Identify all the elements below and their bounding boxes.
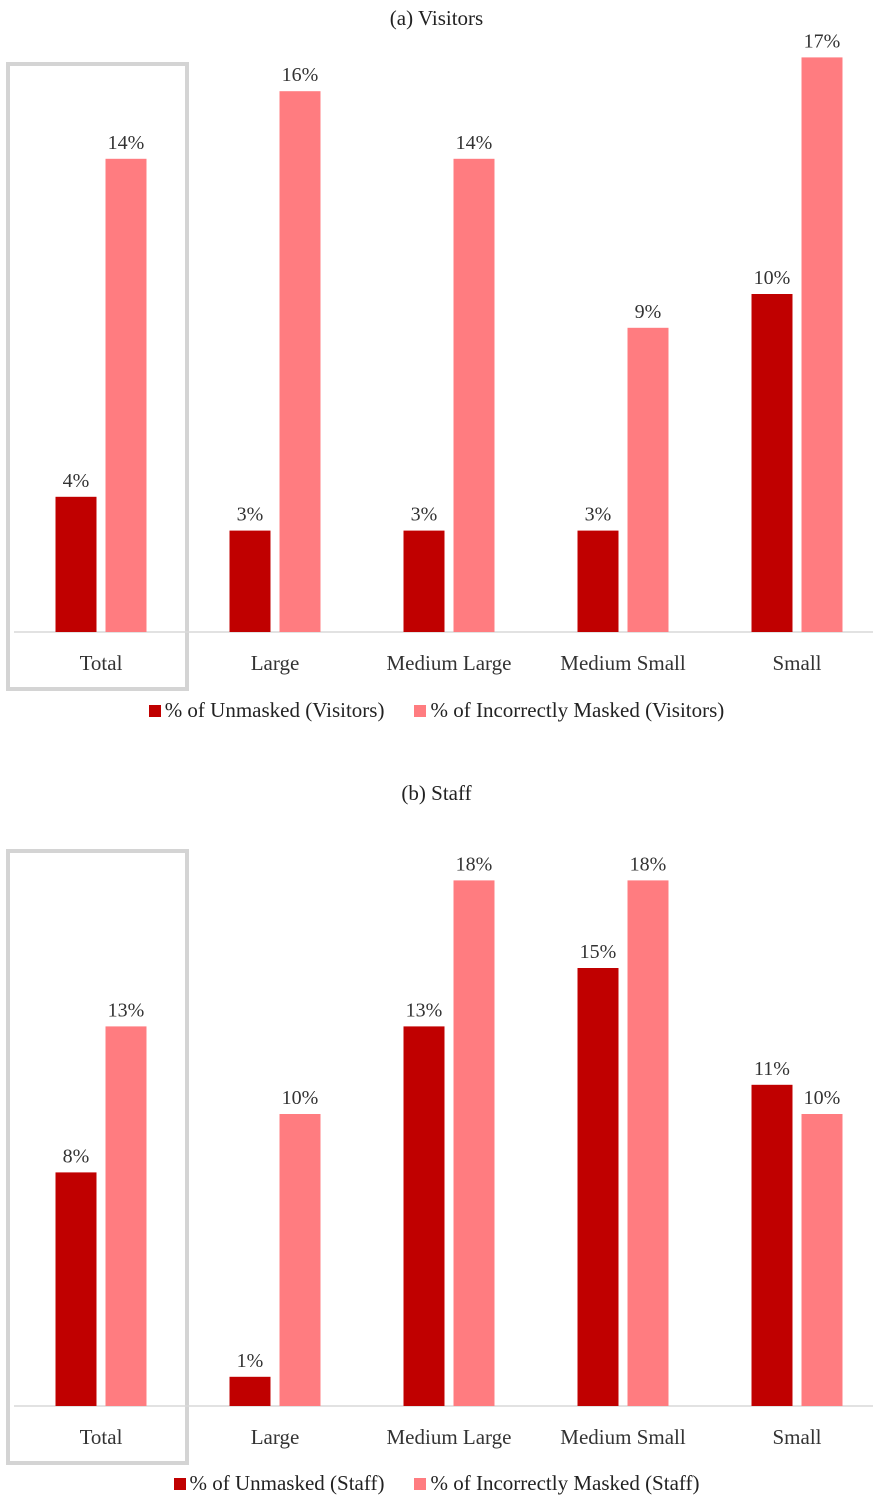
category-label-small: Small	[772, 1425, 821, 1449]
category-label-large: Large	[251, 1425, 300, 1449]
data-label-of-incorrectly-masked-visitors-total: 14%	[108, 132, 145, 154]
bar-of-unmasked-staff-medium-large	[403, 1026, 445, 1406]
data-label-of-incorrectly-masked-visitors-medium-small: 9%	[635, 301, 662, 323]
data-label-of-unmasked-visitors-large: 3%	[237, 504, 264, 526]
visitors-legend: % of Unmasked (Visitors) % of Incorrectl…	[0, 698, 873, 723]
staff-chart-title: (b) Staff	[401, 781, 472, 805]
data-label-of-incorrectly-masked-visitors-medium-large: 14%	[456, 132, 493, 154]
data-label-of-incorrectly-masked-staff-large: 10%	[282, 1087, 319, 1109]
bar-of-unmasked-staff-small	[751, 1084, 793, 1406]
staff-panel: (b) Staff 8% 13% Total 1% 10% Large 13% 18% Medi…	[0, 775, 873, 1500]
data-label-of-incorrectly-masked-staff-medium-small: 18%	[630, 853, 667, 875]
category-label-medium-small: Medium Small	[560, 651, 686, 675]
category-label-total: Total	[80, 1425, 123, 1449]
bar-of-incorrectly-masked-staff-medium-small	[627, 880, 669, 1406]
bar-of-unmasked-visitors-medium-large	[403, 530, 445, 632]
data-label-of-incorrectly-masked-staff-small: 10%	[804, 1087, 841, 1109]
bar-of-unmasked-staff-large	[229, 1376, 271, 1406]
legend-label-unmasked: % of Unmasked (Staff)	[189, 1471, 385, 1495]
visitors-bar-chart: 4% 14% Total 3% 16% Large 3% 14% Medium Large 3% 9…	[6, 30, 873, 691]
legend-item-unmasked-staff: % of Unmasked (Staff)	[173, 1471, 385, 1496]
legend-item-unmasked-visitors: % of Unmasked (Visitors)	[148, 698, 385, 723]
data-label-of-incorrectly-masked-visitors-small: 17%	[804, 30, 841, 52]
bar-of-unmasked-visitors-small	[751, 294, 793, 632]
legend-swatch-incorrect	[414, 704, 427, 717]
category-label-medium-large: Medium Large	[387, 1425, 512, 1449]
bar-of-incorrectly-masked-visitors-medium-small	[627, 327, 669, 632]
bar-of-incorrectly-masked-visitors-total	[105, 158, 147, 633]
data-label-of-unmasked-visitors-medium-large: 3%	[411, 504, 438, 526]
legend-swatch-unmasked	[148, 704, 161, 717]
legend-label-incorrect: % of Incorrectly Masked (Visitors)	[430, 698, 725, 722]
data-label-of-unmasked-staff-large: 1%	[237, 1350, 264, 1372]
bar-of-incorrectly-masked-visitors-medium-large	[453, 158, 495, 633]
legend-item-incorrect-visitors: % of Incorrectly Masked (Visitors)	[414, 698, 724, 723]
bar-of-unmasked-visitors-large	[229, 530, 271, 632]
legend-label-unmasked: % of Unmasked (Visitors)	[164, 698, 385, 722]
data-label-of-unmasked-visitors-total: 4%	[63, 470, 90, 492]
data-label-of-unmasked-staff-small: 11%	[754, 1058, 790, 1080]
highlight-frame-total	[6, 849, 189, 1465]
bar-of-incorrectly-masked-staff-total	[105, 1026, 147, 1406]
bar-of-incorrectly-masked-visitors-small	[801, 57, 843, 632]
legend-item-incorrect-staff: % of Incorrectly Masked (Staff)	[414, 1471, 700, 1496]
legend-swatch-incorrect	[414, 1477, 427, 1490]
visitors-panel: (a) Visitors 4% 14% Total 3% 16% Large 3% 14% Me…	[0, 6, 873, 723]
legend-label-incorrect: % of Incorrectly Masked (Staff)	[430, 1471, 700, 1495]
data-label-of-unmasked-visitors-small: 10%	[754, 267, 791, 289]
visitors-chart-title: (a) Visitors	[389, 6, 484, 30]
staff-legend: % of Unmasked (Staff) % of Incorrectly M…	[0, 1471, 873, 1496]
bar-of-incorrectly-masked-staff-medium-large	[453, 880, 495, 1406]
category-label-medium-small: Medium Small	[560, 1425, 686, 1449]
bar-of-unmasked-staff-total	[55, 1172, 97, 1406]
category-label-small: Small	[772, 651, 821, 675]
bar-of-incorrectly-masked-visitors-large	[279, 91, 321, 632]
data-label-of-unmasked-visitors-medium-small: 3%	[585, 504, 612, 526]
category-label-medium-large: Medium Large	[387, 651, 512, 675]
highlight-frame-total	[6, 62, 189, 691]
bar-of-incorrectly-masked-staff-small	[801, 1114, 843, 1406]
data-label-of-unmasked-staff-total: 8%	[63, 1145, 90, 1167]
category-label-total: Total	[80, 651, 123, 675]
bar-of-unmasked-visitors-total	[55, 496, 97, 632]
data-label-of-incorrectly-masked-staff-total: 13%	[108, 999, 145, 1021]
bar-of-incorrectly-masked-staff-large	[279, 1114, 321, 1406]
data-label-of-incorrectly-masked-staff-medium-large: 18%	[456, 853, 493, 875]
bar-of-unmasked-visitors-medium-small	[577, 530, 619, 632]
data-label-of-unmasked-staff-medium-small: 15%	[580, 941, 617, 963]
category-label-large: Large	[251, 651, 300, 675]
staff-bar-chart: 8% 13% Total 1% 10% Large 13% 18% Medium Large 15…	[6, 849, 873, 1465]
legend-swatch-unmasked	[173, 1477, 186, 1490]
data-label-of-incorrectly-masked-visitors-large: 16%	[282, 64, 319, 86]
data-label-of-unmasked-staff-medium-large: 13%	[406, 999, 443, 1021]
bar-of-unmasked-staff-medium-small	[577, 968, 619, 1406]
